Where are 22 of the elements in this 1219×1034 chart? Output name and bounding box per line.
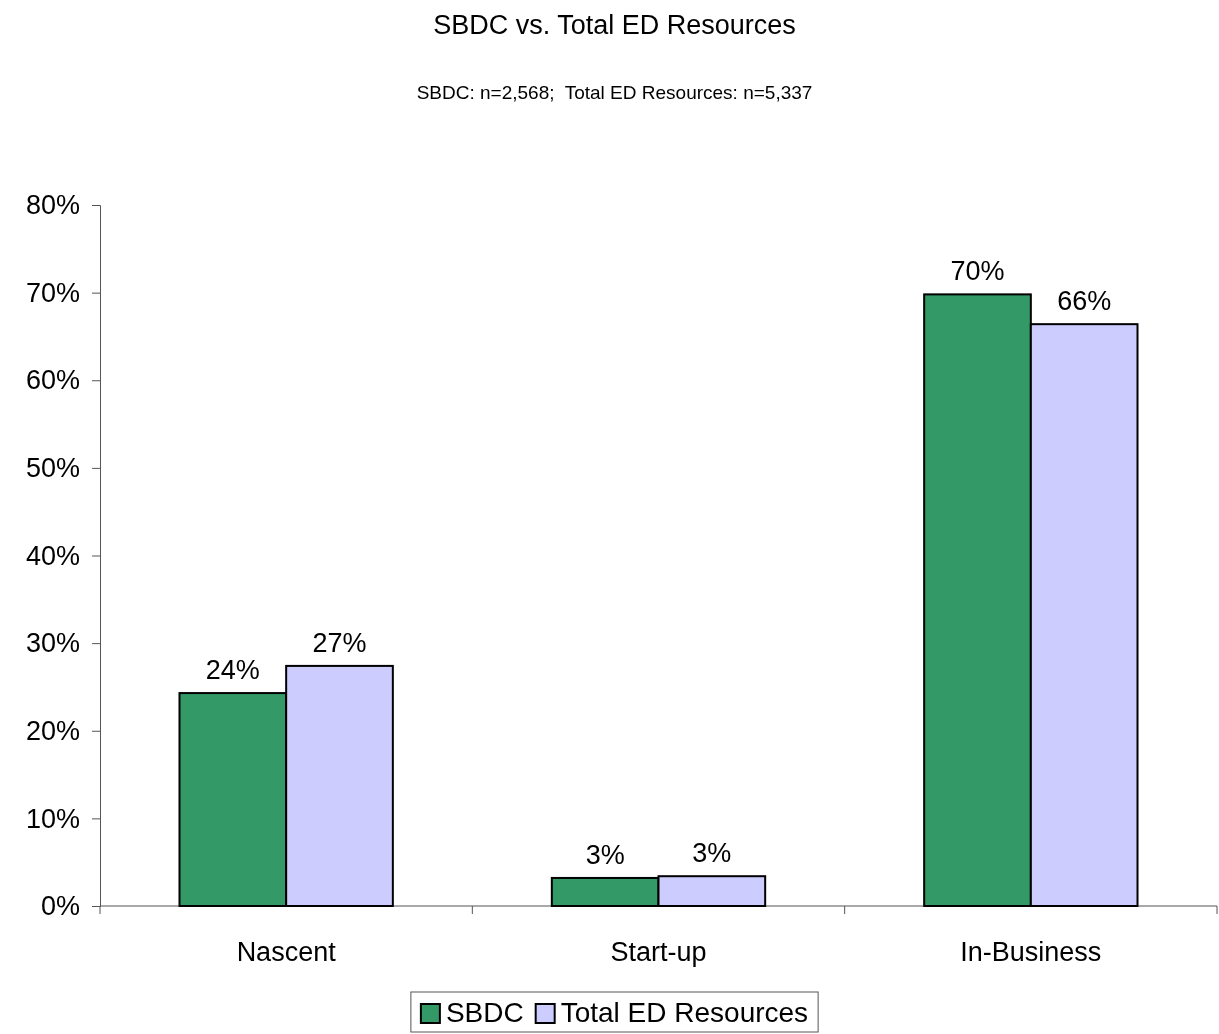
y-tick-label: 80%	[25, 190, 80, 221]
y-tick-label: 10%	[25, 803, 80, 834]
data-label: 27%	[312, 627, 367, 658]
y-tick-label: 20%	[25, 715, 80, 746]
legend-label: Total ED Resources	[560, 997, 809, 1028]
x-tick-label: In-Business	[960, 937, 1102, 967]
data-label: 24%	[205, 655, 260, 686]
y-tick-label: 60%	[25, 365, 80, 396]
chart-subtitle: SBDC: n=2,568; Total ED Resources: n=5,337	[416, 82, 813, 103]
y-tick-label: 0%	[40, 891, 80, 922]
y-tick-label: 70%	[25, 277, 80, 308]
chart-title: SBDC vs. Total ED Resources	[433, 10, 796, 40]
y-tick-label: 30%	[25, 628, 80, 659]
legend-label: SBDC	[445, 997, 524, 1028]
data-label: 3%	[585, 839, 625, 870]
data-label: 70%	[950, 256, 1005, 287]
x-tick-label: Nascent	[236, 937, 337, 967]
y-tick-label: 40%	[25, 540, 80, 571]
x-tick-label: Start-up	[610, 937, 707, 967]
data-label: 3%	[692, 838, 732, 869]
data-label: 66%	[1057, 286, 1112, 317]
y-tick-label: 50%	[25, 453, 80, 484]
